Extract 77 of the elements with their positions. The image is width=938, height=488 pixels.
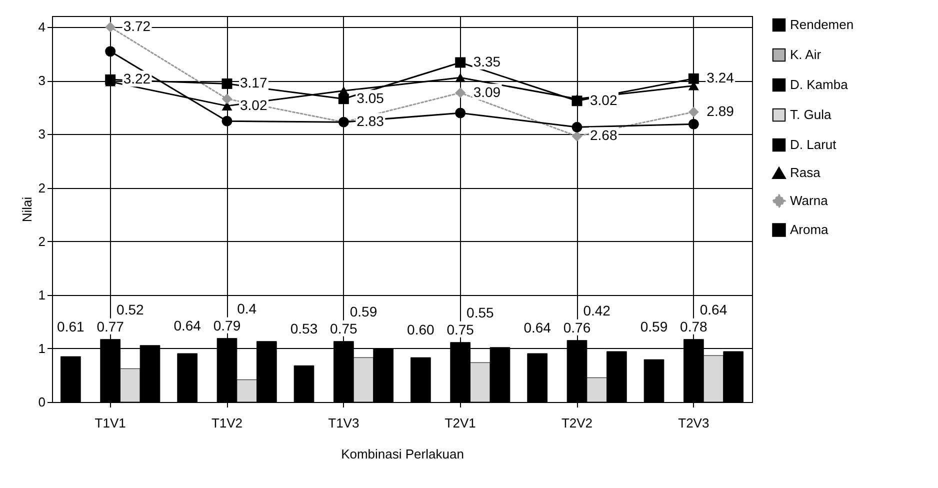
point xyxy=(455,57,466,68)
annotation: 0.77 xyxy=(96,318,124,334)
annotation: 0.42 xyxy=(583,302,611,318)
point xyxy=(455,88,466,98)
x-tick-label: T2V1 xyxy=(444,416,476,430)
point xyxy=(572,122,582,132)
annotation: 0.53 xyxy=(290,320,318,336)
legend-label: Aroma xyxy=(790,222,830,237)
y-tick-label: 1 xyxy=(38,340,46,356)
legend-label: D. Larut xyxy=(790,137,837,152)
point xyxy=(572,96,582,106)
y-tick-label: 4 xyxy=(38,20,46,35)
annotation: 0.64 xyxy=(700,301,728,318)
annotation: 0.64 xyxy=(524,319,552,336)
annotation: 0.76 xyxy=(563,319,591,336)
annotation: 3.24 xyxy=(706,70,734,86)
annotation: 3.35 xyxy=(473,53,501,70)
y-tick-label: 0 xyxy=(38,394,46,410)
annotation: 0.55 xyxy=(466,304,494,320)
point xyxy=(222,94,232,104)
point xyxy=(105,46,116,57)
legend-label: Warna xyxy=(790,193,829,208)
annotation: 3.72 xyxy=(123,18,151,34)
annotation: 0.59 xyxy=(350,303,378,320)
point xyxy=(338,94,349,104)
x-tick-label: T1V1 xyxy=(94,416,126,430)
annotation: 0.78 xyxy=(680,318,708,334)
bar xyxy=(60,356,81,402)
x-tick-label: T2V3 xyxy=(678,416,710,430)
y-tick-label: 3 xyxy=(38,126,46,142)
bar xyxy=(527,353,548,402)
bar xyxy=(644,359,664,402)
point xyxy=(222,78,232,89)
y-tick-label: 3 xyxy=(38,73,46,88)
annotation: 2.89 xyxy=(706,102,734,119)
y-tick-label: 2 xyxy=(38,180,46,196)
y-tick-label: 2 xyxy=(38,234,46,249)
point xyxy=(572,131,582,142)
annotation: 3.17 xyxy=(240,74,268,91)
annotation: 0.59 xyxy=(640,318,668,334)
y-tick-label: 1 xyxy=(38,287,46,302)
bar xyxy=(410,357,431,402)
point xyxy=(105,74,116,85)
point xyxy=(688,73,699,84)
annotation: 3.05 xyxy=(356,90,384,106)
legend-label: K. Air xyxy=(790,47,822,62)
annotation: 0.64 xyxy=(174,317,202,334)
annotation: 0.4 xyxy=(237,300,257,316)
annotation: 3.22 xyxy=(123,70,151,87)
y-axis-title: Nilai xyxy=(19,196,34,222)
legend-label: T. Gula xyxy=(790,107,832,122)
x-tick-label: T1V3 xyxy=(328,416,360,430)
point xyxy=(455,108,466,118)
annotation: 2.83 xyxy=(356,113,384,130)
annotation: 0.61 xyxy=(57,318,85,334)
point xyxy=(105,22,116,32)
x-tick-label: T2V2 xyxy=(561,416,593,430)
bar xyxy=(177,353,198,402)
annotation: 3.02 xyxy=(590,92,618,108)
annotation: 3.09 xyxy=(473,84,501,100)
legend-label: Rasa xyxy=(790,165,822,180)
bar xyxy=(294,365,314,402)
legend-label: D. Kamba xyxy=(790,77,849,92)
annotation: 0.60 xyxy=(407,321,435,338)
annotation: 0.75 xyxy=(330,320,358,336)
point xyxy=(222,116,232,126)
x-tick-label: T1V2 xyxy=(211,416,243,430)
legend-label: Rendemen xyxy=(790,17,854,32)
point xyxy=(688,106,699,118)
annotation: 0.52 xyxy=(116,301,144,318)
annotation: 0.75 xyxy=(446,321,474,338)
point xyxy=(455,73,466,82)
x-axis-title: Kombinasi Perlakuan xyxy=(341,446,464,462)
point xyxy=(688,118,699,130)
annotation: 0.79 xyxy=(213,317,241,334)
annotation: 3.02 xyxy=(240,96,268,113)
annotation: 2.68 xyxy=(590,127,618,144)
